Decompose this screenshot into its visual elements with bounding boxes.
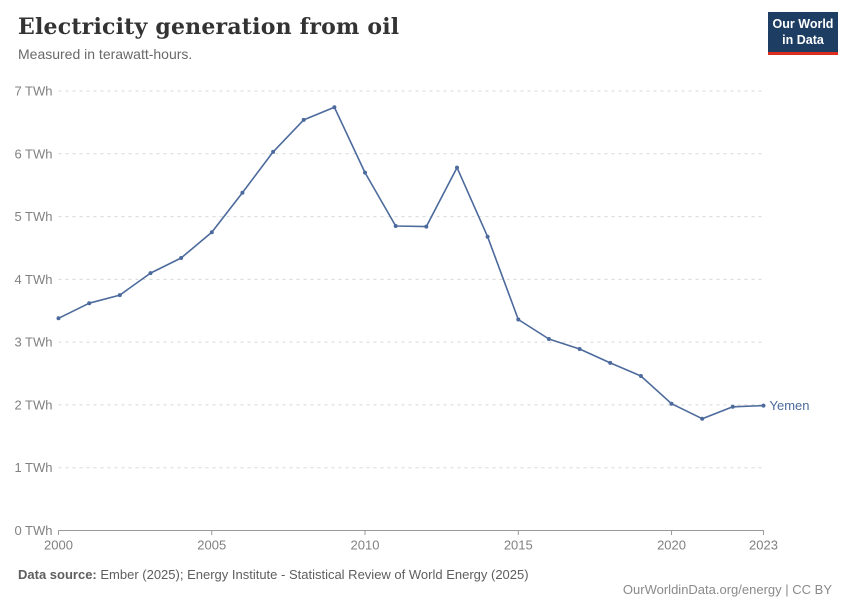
line-series[interactable]	[57, 106, 765, 420]
data-point[interactable]	[608, 360, 613, 365]
x-axis-tick-label: 2000	[44, 538, 73, 553]
data-point[interactable]	[240, 190, 245, 195]
chart-header: Electricity generation from oil Measured…	[18, 14, 750, 62]
chart-footer: Data source: Ember (2025); Energy Instit…	[18, 567, 832, 600]
data-point[interactable]	[209, 230, 214, 235]
chart-subtitle: Measured in terawatt-hours.	[18, 46, 193, 63]
y-axis-tick-label: 5 TWh	[14, 209, 52, 224]
x-axis-tick-label: 2005	[197, 538, 226, 553]
x-axis-tick-label: 2015	[504, 538, 533, 553]
x-axis-tick-label: 2023	[749, 538, 778, 553]
data-point[interactable]	[179, 256, 184, 260]
footer-attribution: OurWorldinData.org/energy | CC BY	[601, 567, 832, 600]
y-axis-tick-label: 0 TWh	[14, 523, 52, 538]
data-point[interactable]	[87, 301, 92, 306]
data-point[interactable]	[485, 234, 490, 239]
y-axis-tick-label: 2 TWh	[14, 397, 52, 412]
data-point[interactable]	[117, 293, 122, 298]
owid-logo-line1: Our World	[772, 17, 834, 31]
data-point[interactable]	[577, 347, 582, 351]
license-label: CC BY	[792, 582, 832, 597]
data-point[interactable]	[638, 374, 643, 378]
y-axis-tick-label: 3 TWh	[14, 335, 52, 350]
x-axis-tick-label: 2020	[657, 538, 686, 553]
footer-link[interactable]: OurWorldinData.org/energy	[622, 582, 782, 597]
data-point[interactable]	[761, 403, 766, 408]
page-title: Electricity generation from oil	[18, 14, 400, 40]
data-point[interactable]	[516, 317, 521, 322]
data-source-label: Data source:	[18, 567, 97, 582]
data-point[interactable]	[393, 224, 398, 228]
entity-label[interactable]: Yemen	[770, 398, 810, 413]
data-point[interactable]	[455, 165, 459, 170]
x-axis-tick-label: 2010	[351, 538, 380, 553]
y-axis-tick-label: 4 TWh	[14, 272, 52, 287]
data-point[interactable]	[56, 316, 61, 321]
data-point[interactable]	[301, 117, 306, 122]
owid-logo: Our World in Data	[768, 12, 838, 56]
data-source: Data source: Ember (2025); Energy Instit…	[18, 567, 529, 582]
data-point[interactable]	[669, 401, 674, 406]
data-point[interactable]	[332, 105, 337, 110]
data-point[interactable]	[271, 149, 276, 154]
data-point[interactable]	[424, 224, 429, 229]
y-axis-tick-label: 1 TWh	[14, 460, 52, 475]
y-axis-tick-label: 6 TWh	[14, 146, 52, 161]
footer-separator: |	[781, 582, 793, 597]
data-point[interactable]	[730, 404, 735, 409]
y-axis-tick-label: 7 TWh	[14, 84, 52, 99]
owid-logo-line2: in Data	[782, 32, 824, 47]
data-point[interactable]	[700, 416, 705, 421]
data-source-text: Ember (2025); Energy Institute - Statist…	[96, 567, 529, 582]
data-point[interactable]	[148, 271, 153, 276]
data-point[interactable]	[363, 170, 367, 175]
data-point[interactable]	[546, 337, 551, 341]
